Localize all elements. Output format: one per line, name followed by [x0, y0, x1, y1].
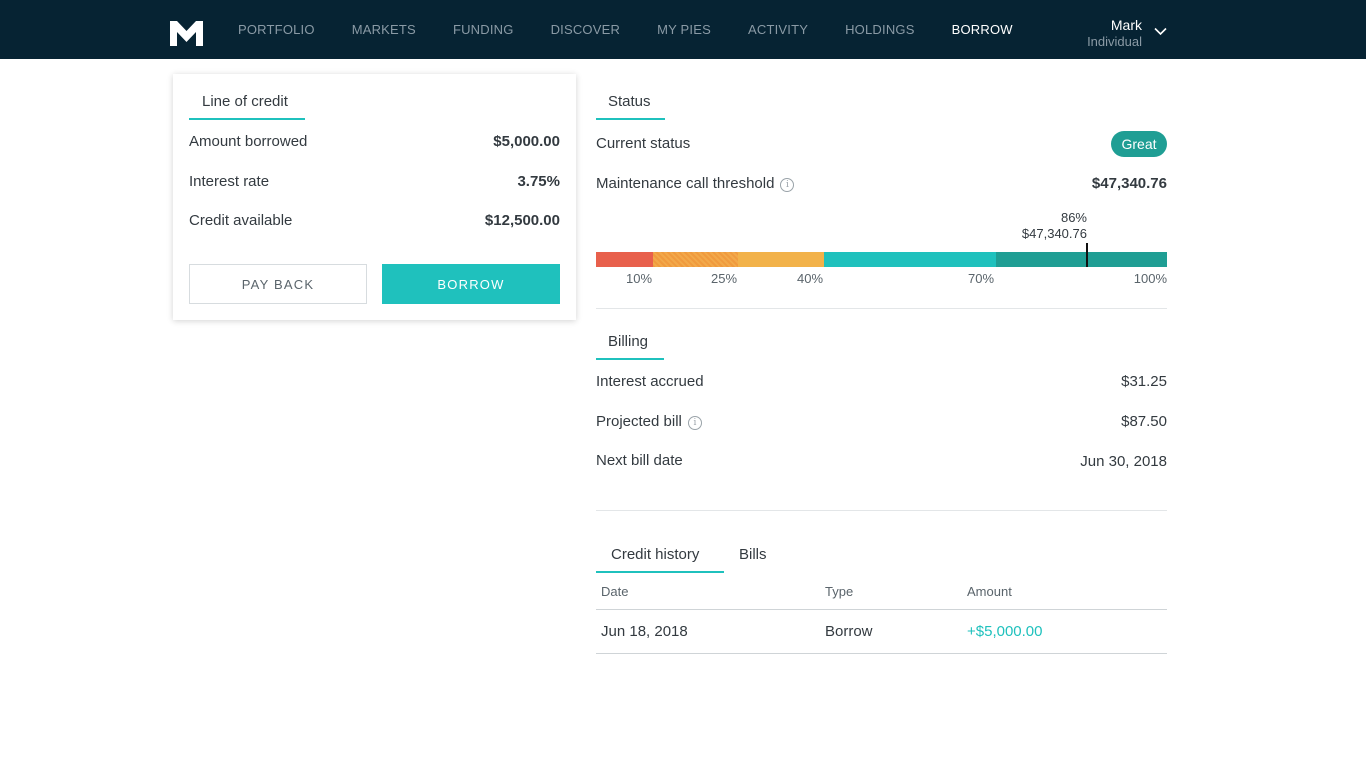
- table-cell-type: Borrow: [825, 623, 873, 640]
- m1-logo-icon[interactable]: [170, 21, 203, 46]
- interest-rate-value: 3.75%: [517, 173, 560, 190]
- nav-item-holdings[interactable]: HOLDINGS: [845, 22, 915, 37]
- tab-underline: [596, 118, 665, 120]
- current-status-label: Current status: [596, 135, 691, 152]
- nav-menu: PORTFOLIO MARKETS FUNDING DISCOVER MY PI…: [238, 0, 1050, 59]
- marker-percent-label: 86%: [1060, 210, 1087, 225]
- marker-value-label: $47,340.76: [1021, 226, 1087, 241]
- nav-item-activity[interactable]: ACTIVITY: [747, 22, 809, 37]
- interest-accrued-value: $31.25: [1121, 373, 1167, 390]
- top-nav: PORTFOLIO MARKETS FUNDING DISCOVER MY PI…: [0, 0, 1366, 59]
- info-icon[interactable]: i: [780, 178, 795, 192]
- bar-segment-great: [996, 252, 1167, 267]
- table-header-divider: [596, 609, 1167, 610]
- maintenance-threshold-row: Maintenance call threshold i: [596, 175, 795, 192]
- status-badge: Great: [1111, 131, 1167, 157]
- column-header-type[interactable]: Type: [825, 584, 854, 599]
- projected-bill-row: Projected bill i: [596, 413, 702, 430]
- projected-bill-value: $87.50: [1121, 413, 1167, 430]
- credit-available-value: $12,500.00: [484, 212, 560, 229]
- tick-label: 100%: [1133, 271, 1167, 286]
- amount-borrowed-label: Amount borrowed: [189, 133, 308, 150]
- nav-item-my-pies[interactable]: MY PIES: [657, 22, 711, 37]
- tab-status[interactable]: Status: [608, 93, 651, 110]
- tab-underline: [596, 358, 664, 360]
- interest-rate-label: Interest rate: [189, 173, 270, 190]
- maintenance-threshold-value: $47,340.76: [1091, 175, 1167, 192]
- tab-billing[interactable]: Billing: [608, 333, 649, 350]
- divider: [596, 510, 1167, 511]
- tab-underline: [189, 118, 305, 120]
- column-header-date[interactable]: Date: [601, 584, 629, 599]
- nav-item-portfolio[interactable]: PORTFOLIO: [238, 22, 315, 37]
- tick-label: 10%: [626, 271, 653, 286]
- threshold-marker: [1086, 243, 1088, 267]
- projected-bill-label: Projected bill: [596, 413, 682, 430]
- next-bill-date-value: Jun 30, 2018: [1080, 453, 1167, 470]
- info-icon[interactable]: i: [687, 416, 702, 430]
- tick-label: 70%: [968, 271, 995, 286]
- nav-item-markets[interactable]: MARKETS: [351, 22, 416, 37]
- interest-accrued-label: Interest accrued: [596, 373, 704, 390]
- table-cell-amount: +$5,000.00: [967, 623, 1043, 640]
- bar-segment-warning: [653, 252, 738, 267]
- nav-item-discover[interactable]: DISCOVER: [550, 22, 621, 37]
- tab-bills[interactable]: Bills: [739, 546, 767, 563]
- credit-available-label: Credit available: [189, 212, 293, 229]
- tab-underline: [596, 571, 724, 573]
- bar-segment-caution: [738, 252, 824, 267]
- column-header-amount[interactable]: Amount: [967, 584, 1012, 599]
- pay-back-button[interactable]: PAY BACK: [189, 264, 367, 304]
- table-row-divider: [596, 653, 1167, 654]
- tick-label: 40%: [797, 271, 824, 286]
- nav-item-funding[interactable]: FUNDING: [452, 22, 514, 37]
- bar-segment-good: [824, 252, 996, 267]
- user-menu[interactable]: Mark Individual: [1080, 17, 1142, 50]
- next-bill-date-label: Next bill date: [596, 452, 683, 469]
- tab-credit-history[interactable]: Credit history: [611, 546, 700, 563]
- maintenance-threshold-label: Maintenance call threshold: [596, 175, 775, 192]
- table-cell-date: Jun 18, 2018: [601, 623, 688, 640]
- nav-item-borrow[interactable]: BORROW: [951, 22, 1013, 37]
- tick-label: 25%: [711, 271, 738, 286]
- divider: [596, 308, 1167, 309]
- user-account-type: Individual: [1087, 34, 1142, 49]
- amount-borrowed-value: $5,000.00: [493, 133, 560, 150]
- line-of-credit-card: Line of credit Amount borrowed $5,000.00…: [173, 74, 576, 320]
- user-name: Mark: [1110, 17, 1142, 33]
- tab-line-of-credit[interactable]: Line of credit: [202, 93, 288, 110]
- bar-segment-critical: [596, 252, 653, 267]
- borrow-button[interactable]: BORROW: [382, 264, 560, 304]
- chevron-down-icon[interactable]: [1154, 27, 1167, 36]
